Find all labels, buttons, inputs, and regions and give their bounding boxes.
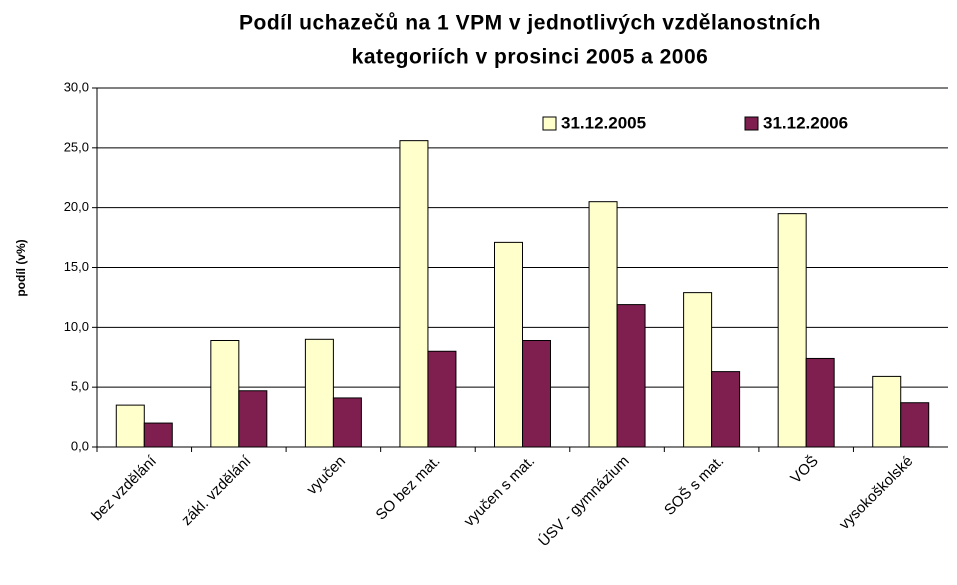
y-axis-label: podíl (v%) bbox=[14, 239, 28, 296]
chart-title: kategoriích v prosinci 2005 a 2006 bbox=[352, 46, 709, 69]
bar bbox=[399, 140, 429, 448]
bar bbox=[494, 241, 523, 448]
y-tick-label: 20,0 bbox=[64, 199, 89, 214]
legend-swatch bbox=[542, 116, 557, 131]
bar bbox=[332, 397, 362, 448]
bar bbox=[683, 292, 713, 448]
bar bbox=[711, 371, 741, 448]
y-tick-label: 25,0 bbox=[64, 139, 89, 154]
bar bbox=[872, 375, 902, 448]
x-tick-label: SO bez mat. bbox=[373, 453, 444, 524]
bar bbox=[616, 304, 646, 448]
bar bbox=[304, 338, 334, 448]
x-tick-label: vysokoškolské bbox=[836, 453, 916, 533]
bar bbox=[588, 201, 618, 448]
bar bbox=[522, 339, 551, 448]
y-tick-label: 5,0 bbox=[71, 379, 89, 394]
x-tick-label: SOŠ s mat. bbox=[661, 453, 727, 519]
x-tick-label: ÚSV - gymnázium bbox=[535, 453, 632, 550]
x-tick-label: VOŠ bbox=[787, 453, 821, 487]
legend-label: 31.12.2005 bbox=[561, 113, 646, 132]
bar bbox=[143, 422, 173, 448]
x-tick-label: vyučen s mat. bbox=[461, 453, 538, 530]
bar bbox=[115, 404, 145, 448]
x-tick-label: bez vzdělání bbox=[88, 452, 160, 524]
bar bbox=[805, 357, 835, 448]
legend-swatch bbox=[744, 116, 759, 131]
legend-label: 31.12.2006 bbox=[763, 113, 848, 132]
x-tick-label: zákl. vzdělání bbox=[178, 452, 255, 529]
bar bbox=[238, 390, 268, 448]
bar bbox=[900, 402, 930, 448]
bar bbox=[427, 350, 457, 448]
y-tick-label: 15,0 bbox=[64, 259, 89, 274]
bar bbox=[777, 213, 807, 448]
y-tick-label: 0,0 bbox=[71, 438, 89, 453]
bar bbox=[210, 339, 240, 448]
y-tick-label: 10,0 bbox=[64, 319, 89, 334]
x-tick-label: vyučen bbox=[303, 453, 349, 499]
chart-title: Podíl uchazečů na 1 VPM v jednotlivých v… bbox=[239, 12, 821, 35]
y-tick-label: 30,0 bbox=[64, 79, 89, 94]
